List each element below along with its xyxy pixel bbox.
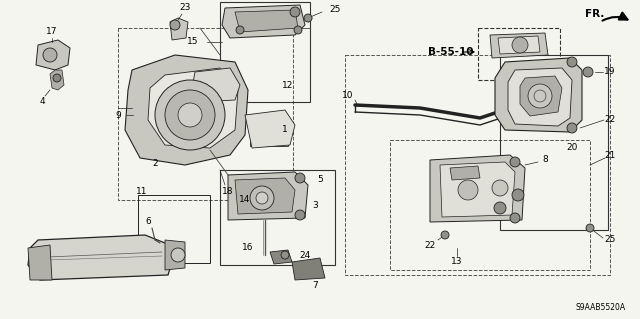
- Text: 9: 9: [115, 110, 121, 120]
- Polygon shape: [440, 162, 515, 217]
- Polygon shape: [192, 68, 240, 102]
- Circle shape: [567, 123, 577, 133]
- Text: 10: 10: [342, 92, 354, 100]
- Polygon shape: [430, 155, 525, 222]
- Text: 16: 16: [243, 243, 253, 253]
- Text: 2: 2: [152, 159, 158, 167]
- Polygon shape: [165, 240, 185, 270]
- Circle shape: [528, 84, 552, 108]
- Text: 4: 4: [39, 98, 45, 107]
- Circle shape: [492, 180, 508, 196]
- Text: 22: 22: [424, 241, 436, 249]
- Text: 3: 3: [312, 201, 318, 210]
- Circle shape: [165, 90, 215, 140]
- Text: 24: 24: [300, 250, 310, 259]
- Circle shape: [534, 90, 546, 102]
- Text: 12: 12: [282, 80, 294, 90]
- Text: 1: 1: [282, 125, 288, 135]
- Polygon shape: [28, 235, 172, 280]
- Circle shape: [256, 192, 268, 204]
- Polygon shape: [222, 5, 305, 38]
- Text: 7: 7: [312, 280, 318, 290]
- Text: 14: 14: [239, 196, 251, 204]
- Polygon shape: [36, 40, 70, 70]
- Text: 22: 22: [604, 115, 616, 124]
- Polygon shape: [495, 58, 582, 132]
- Text: 17: 17: [46, 27, 58, 36]
- Bar: [500, 55, 608, 230]
- Circle shape: [512, 37, 528, 53]
- Polygon shape: [490, 33, 548, 58]
- Text: 25: 25: [604, 235, 616, 244]
- Text: 25: 25: [330, 5, 340, 14]
- Circle shape: [441, 231, 449, 239]
- Polygon shape: [235, 10, 298, 32]
- Circle shape: [586, 224, 594, 232]
- Circle shape: [155, 80, 225, 150]
- Circle shape: [171, 248, 185, 262]
- Circle shape: [304, 14, 312, 22]
- Text: 19: 19: [604, 68, 616, 77]
- Polygon shape: [235, 178, 295, 214]
- Polygon shape: [228, 172, 308, 220]
- Circle shape: [567, 57, 577, 67]
- Circle shape: [512, 189, 524, 201]
- Circle shape: [295, 210, 305, 220]
- Circle shape: [295, 173, 305, 183]
- Text: 5: 5: [317, 175, 323, 184]
- Circle shape: [281, 251, 289, 259]
- Text: 13: 13: [451, 257, 463, 266]
- Circle shape: [170, 20, 180, 30]
- Polygon shape: [148, 68, 238, 148]
- Circle shape: [294, 26, 302, 34]
- Polygon shape: [450, 166, 480, 180]
- Polygon shape: [170, 18, 188, 40]
- Text: 11: 11: [136, 188, 148, 197]
- Bar: [345, 55, 610, 275]
- Polygon shape: [28, 245, 52, 280]
- Bar: [220, 170, 335, 265]
- Text: 6: 6: [145, 218, 151, 226]
- Text: 18: 18: [222, 188, 234, 197]
- Polygon shape: [245, 110, 295, 148]
- Bar: [390, 140, 590, 270]
- Circle shape: [494, 202, 506, 214]
- Text: 20: 20: [566, 144, 578, 152]
- Text: 15: 15: [188, 38, 199, 47]
- Text: FR.: FR.: [585, 9, 604, 19]
- Circle shape: [458, 180, 478, 200]
- Circle shape: [53, 74, 61, 82]
- Circle shape: [43, 48, 57, 62]
- Text: S9AAB5520A: S9AAB5520A: [575, 303, 625, 313]
- Polygon shape: [50, 70, 64, 90]
- Polygon shape: [270, 250, 292, 264]
- Circle shape: [290, 7, 300, 17]
- Bar: [118, 28, 293, 200]
- Bar: [250, 118, 288, 146]
- Circle shape: [510, 213, 520, 223]
- Polygon shape: [508, 68, 572, 126]
- Circle shape: [236, 26, 244, 34]
- Circle shape: [583, 67, 593, 77]
- Polygon shape: [125, 55, 248, 165]
- Text: 23: 23: [179, 4, 191, 12]
- Bar: [478, 28, 560, 80]
- Text: 21: 21: [604, 151, 616, 160]
- Circle shape: [510, 157, 520, 167]
- Polygon shape: [520, 76, 562, 116]
- Polygon shape: [498, 36, 540, 54]
- Circle shape: [250, 186, 274, 210]
- Text: 8: 8: [542, 155, 548, 165]
- Bar: [220, 2, 310, 102]
- Text: B-55-10: B-55-10: [428, 47, 474, 57]
- Circle shape: [178, 103, 202, 127]
- Bar: [138, 195, 210, 263]
- Polygon shape: [292, 258, 325, 280]
